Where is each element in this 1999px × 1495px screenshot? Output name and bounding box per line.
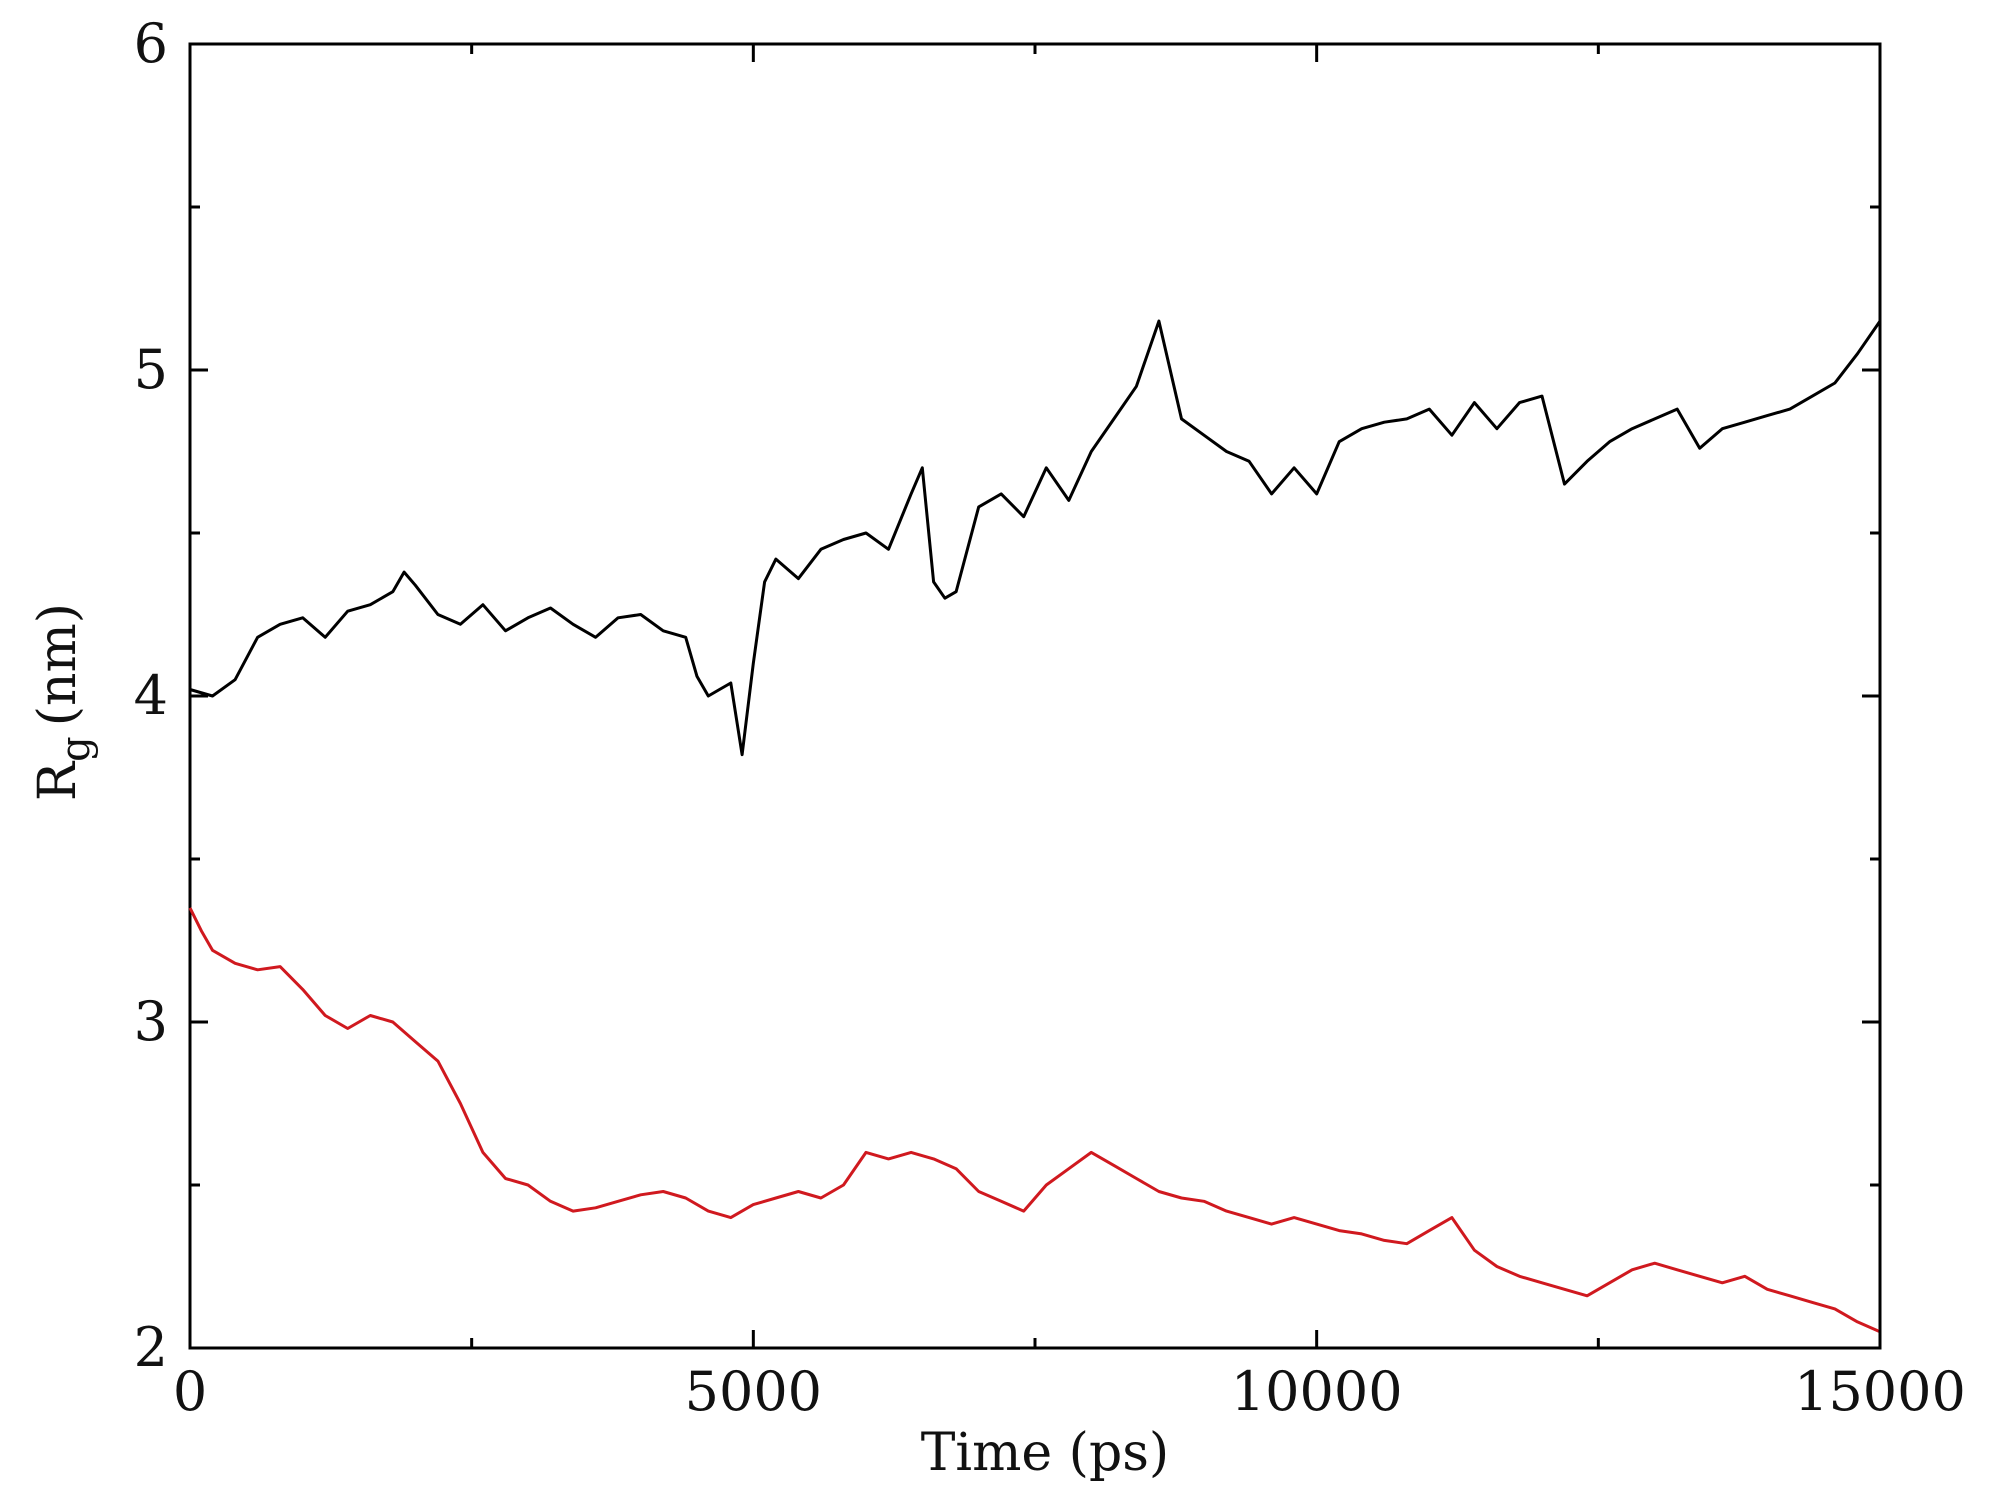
x-tick-label: 15000 [1794,1360,1966,1423]
y-axis-title: Rg (nm) [28,603,99,801]
y-tick-label: 4 [134,664,168,727]
series-line-black [189,319,1882,757]
y-tick-label: 2 [134,1316,168,1379]
y-tick-label: 5 [134,338,168,401]
series-line-red [188,907,1881,1334]
axes-layer: 0 5000 10000 15000 2 3 4 5 6 [134,12,1966,1423]
y-tick-label: 3 [134,990,168,1053]
y-axis-title-unit: (nm) [28,603,88,726]
y-axis-title-main: R [28,760,88,801]
series-layer [188,319,1882,1334]
plot-area [188,42,1882,1350]
x-tick-label: 5000 [685,1360,822,1423]
y-tick-label: 6 [134,12,168,75]
y-axis-title-subscript: g [53,736,99,762]
plot-frame [188,42,1882,1350]
x-tick-label: 0 [173,1360,207,1423]
x-tick-label: 10000 [1231,1360,1403,1423]
x-axis-title: Time (ps) [921,1423,1169,1483]
